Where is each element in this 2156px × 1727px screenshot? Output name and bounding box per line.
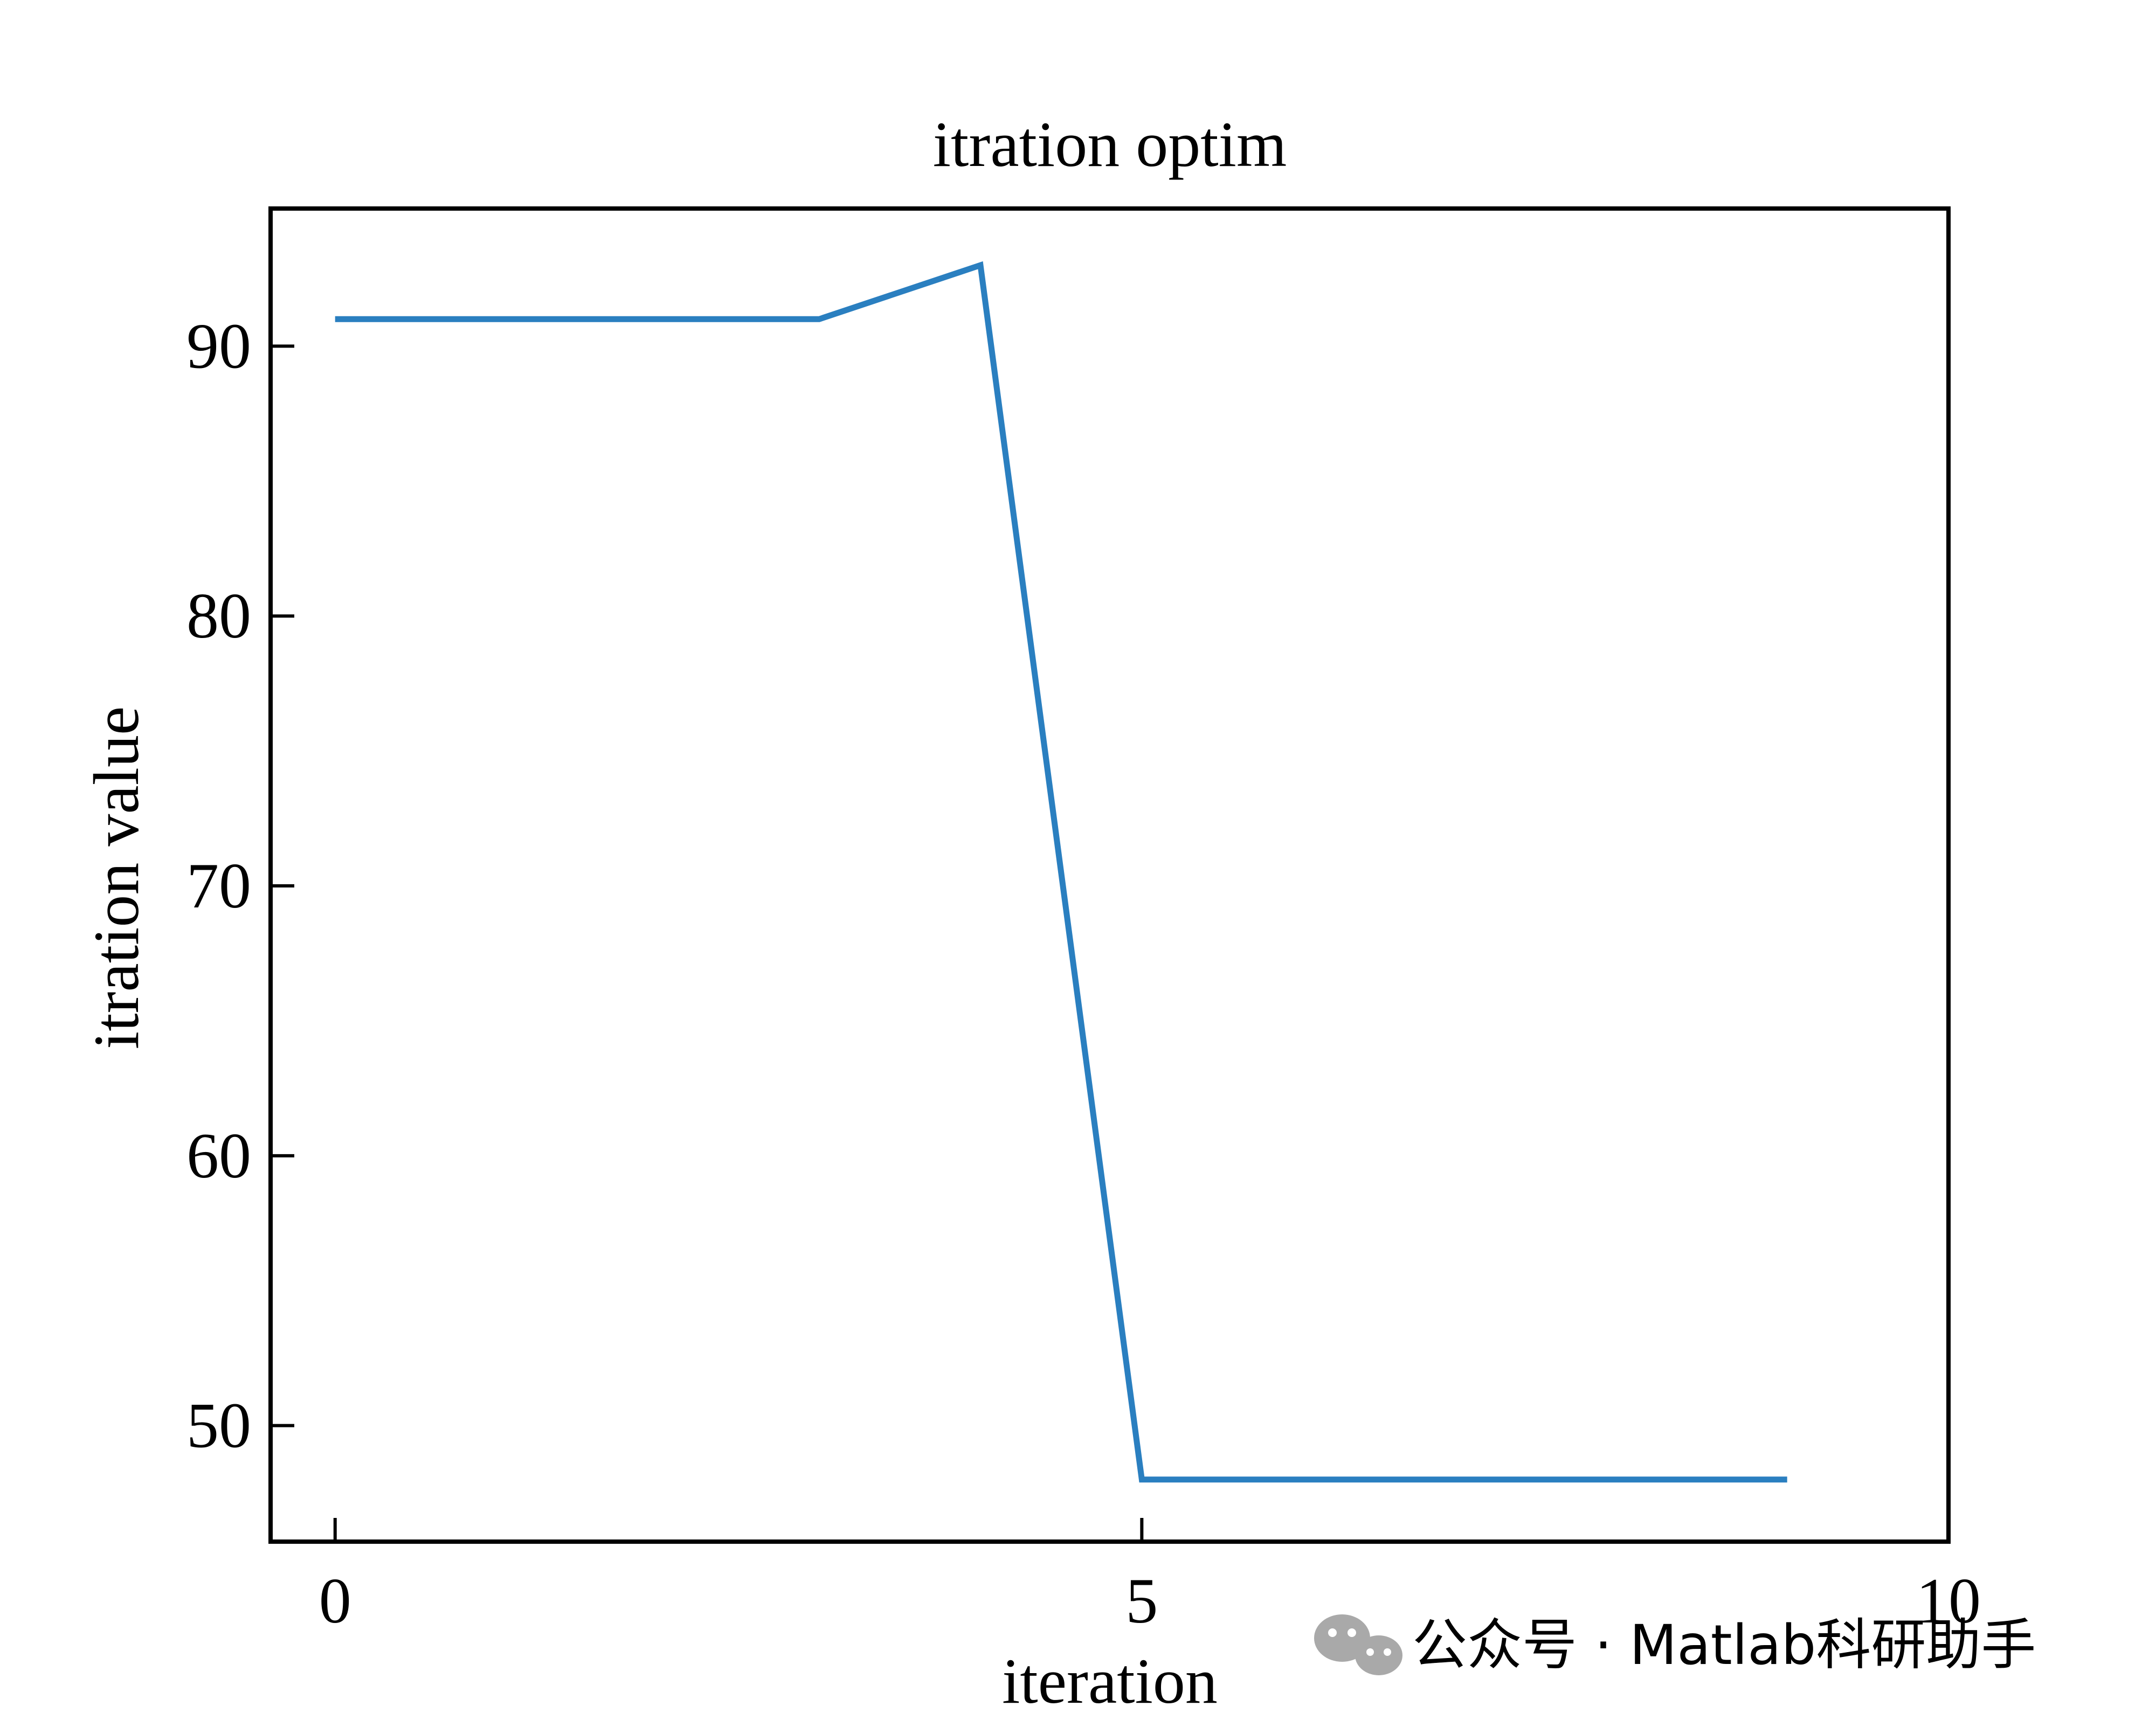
y-tick-label: 70 — [186, 850, 251, 921]
y-tick-label: 50 — [186, 1390, 251, 1461]
x-tick-label: 10 — [1916, 1565, 1981, 1636]
series-line — [335, 261, 1787, 1483]
wechat-icon — [1314, 1614, 1402, 1675]
chart-title: itration optim — [933, 108, 1287, 180]
y-axis-label: itration value — [80, 706, 152, 1049]
y-tick-label: 60 — [186, 1120, 251, 1191]
plot-area-frame — [268, 206, 1951, 1544]
x-axis-label: iteration — [1002, 1645, 1218, 1717]
y-tick-label: 80 — [186, 580, 251, 651]
y-tick-label: 90 — [186, 310, 251, 382]
x-tick-label: 0 — [319, 1565, 351, 1636]
x-tick-label: 5 — [1125, 1565, 1158, 1636]
watermark-text: 公众号 · Matlab科研助手 — [1412, 1613, 2036, 1677]
watermark: 公众号 · Matlab科研助手 — [1314, 1613, 2036, 1677]
